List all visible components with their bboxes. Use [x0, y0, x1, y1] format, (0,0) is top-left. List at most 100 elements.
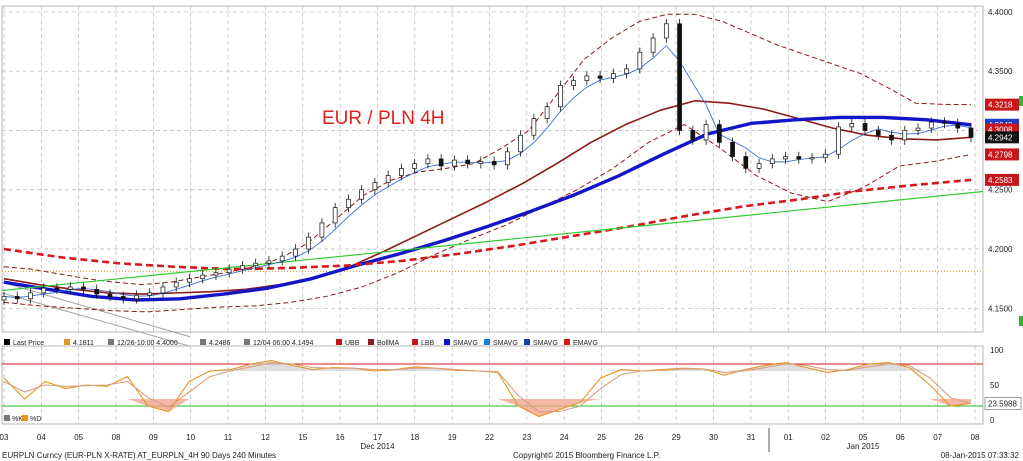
- x-tick-label: 11: [224, 433, 233, 442]
- legend-item: SMAVG: [484, 339, 518, 347]
- x-tick-label: 03: [0, 433, 9, 442]
- candle-body: [928, 121, 934, 129]
- legend-item: BollMA: [368, 339, 400, 347]
- price-badge-label: 4.3008: [988, 126, 1013, 135]
- footer-left: EURPLN Curncy (EUR-PLN X-RATE) AT_EURPLN…: [2, 451, 276, 460]
- candle-body: [372, 182, 378, 191]
- legend-label: 4.1811: [73, 340, 94, 347]
- price-badge: 4.2798: [985, 148, 1019, 161]
- candle-body: [266, 260, 272, 264]
- osc-oversold-fill: [497, 399, 519, 406]
- candle-body: [663, 23, 669, 39]
- candle-body: [1, 296, 7, 301]
- legend-swatch: [200, 339, 206, 345]
- y-tick-label: 4.1500: [988, 304, 1013, 313]
- osc-overbought-fill: [600, 369, 622, 371]
- candle-body: [836, 126, 841, 155]
- candle-body: [147, 292, 153, 296]
- legend-item: Last Price: [4, 339, 44, 347]
- legend-swatch: [484, 339, 490, 345]
- osc-legend-label: %K: [12, 416, 23, 423]
- candle-body: [81, 286, 86, 290]
- candle-body: [730, 141, 735, 157]
- candle-body: [955, 123, 961, 129]
- candle-body: [756, 163, 762, 169]
- series-line-lbb: [3, 124, 972, 313]
- price-badge-box: [985, 98, 1019, 111]
- y-tick-label: 4.2000: [988, 245, 1013, 254]
- candle-body: [226, 268, 232, 274]
- osc-y-tick-label: 50: [990, 381, 999, 390]
- osc-oversold-fill: [950, 399, 971, 406]
- price-badge: 4.2583: [985, 173, 1019, 186]
- candle-body: [915, 127, 921, 131]
- x-tick-label: 09: [149, 433, 158, 442]
- series-line-smavg: [3, 115, 972, 302]
- x-tick-label: 15: [298, 433, 307, 442]
- osc-oversold-fill: [127, 399, 149, 406]
- legend-item: 12/26-10:00 4.4000: [108, 339, 178, 347]
- candle-body: [306, 236, 312, 250]
- x-tick-label: 05: [74, 433, 83, 442]
- price-badge: 4.3218: [985, 98, 1019, 111]
- month-label-jan: Jan 2015: [847, 442, 880, 451]
- chart-title: EUR / PLN 4H: [322, 108, 444, 129]
- legend-swatch: [336, 339, 342, 345]
- grid: [1, 5, 984, 425]
- osc-oversold-fill: [148, 399, 169, 412]
- price-badge-label: 4.2583: [988, 176, 1013, 185]
- legend-swatch: [564, 339, 570, 345]
- x-tick-label: 30: [709, 433, 718, 442]
- x-tick-label: 07: [933, 433, 942, 442]
- main-price-panel: [1, 13, 984, 347]
- x-tick-label: 29: [672, 433, 681, 442]
- x-tick-label: 22: [485, 433, 494, 442]
- regression-channel-line: [1, 292, 191, 347]
- candle-body: [624, 68, 629, 74]
- osc-series-pct-d: [3, 362, 972, 413]
- x-tick-label: 12: [261, 433, 270, 442]
- legend-swatch: [524, 339, 530, 345]
- candle-body: [28, 292, 33, 300]
- x-tick-label: 24: [560, 433, 569, 442]
- candle-body: [597, 75, 603, 79]
- y-tick-label: 4.3500: [988, 67, 1013, 76]
- x-tick-label: 19: [448, 433, 457, 442]
- candle-body: [571, 80, 576, 86]
- legend-label: Last Price: [13, 340, 44, 347]
- candle-body: [796, 156, 802, 160]
- candle-body: [240, 265, 245, 270]
- candle-body: [968, 127, 974, 138]
- candle-body: [862, 123, 868, 131]
- candle-body: [743, 156, 749, 169]
- x-tick-label: 05: [859, 433, 868, 442]
- month-label-dec: Dec 2014: [360, 442, 395, 451]
- main-frame: [1, 5, 984, 333]
- candle-body: [889, 134, 894, 141]
- candle-body: [505, 151, 510, 166]
- legend-item: LBB: [412, 339, 435, 347]
- legend-swatch: [444, 339, 450, 345]
- x-tick-label: 31: [746, 433, 755, 442]
- price-badge-box: [985, 148, 1019, 161]
- candle-body: [584, 75, 590, 82]
- legend-label: 4.2486: [209, 340, 231, 347]
- osc-oversold-fill: [559, 399, 581, 410]
- oscillator-panel: 23.5988 %K %D: [2, 359, 1022, 423]
- osc-legend-swatch: [22, 415, 28, 421]
- candle-body: [849, 123, 855, 128]
- price-badge-label: 4.3218: [988, 101, 1013, 110]
- candle-body: [399, 168, 404, 176]
- x-tick-label: 02: [821, 433, 830, 442]
- candle-body: [94, 288, 100, 295]
- osc-y-tick-label: 100: [990, 346, 1004, 355]
- osc-oversold-fill: [518, 399, 539, 417]
- osc-badge-box: [984, 397, 1022, 410]
- legend-swatch: [108, 339, 114, 345]
- candle-body: [544, 106, 550, 119]
- candle-body: [14, 296, 20, 300]
- candle-body: [213, 272, 219, 276]
- candle-body: [465, 159, 470, 165]
- candle-body: [478, 160, 484, 165]
